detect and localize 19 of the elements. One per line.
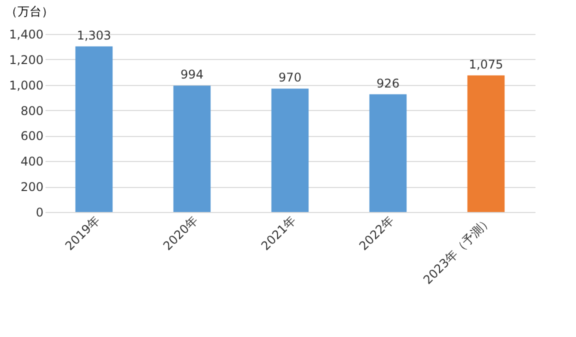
data-label: 970 (278, 70, 302, 85)
bar (467, 75, 505, 212)
data-label: 994 (180, 68, 204, 82)
y-tick-label: 0 (36, 206, 44, 220)
y-tick-label: 1,000 (9, 78, 44, 92)
y-tick-label: 800 (20, 104, 44, 118)
y-tick-label: 200 (20, 180, 44, 194)
data-label: 1,075 (468, 57, 504, 72)
y-tick-label: 400 (20, 154, 44, 169)
y-tick-label: 600 (20, 129, 44, 144)
y-tick-label: 1,200 (9, 52, 44, 67)
bar (271, 88, 309, 212)
y-tick-label: 1,400 (9, 28, 44, 42)
bar (369, 94, 407, 212)
bar (173, 86, 211, 212)
y-axis-title: （万台） (6, 4, 54, 18)
data-label: 1,303 (76, 28, 112, 42)
data-label: 926 (376, 76, 400, 90)
bar (75, 46, 113, 212)
